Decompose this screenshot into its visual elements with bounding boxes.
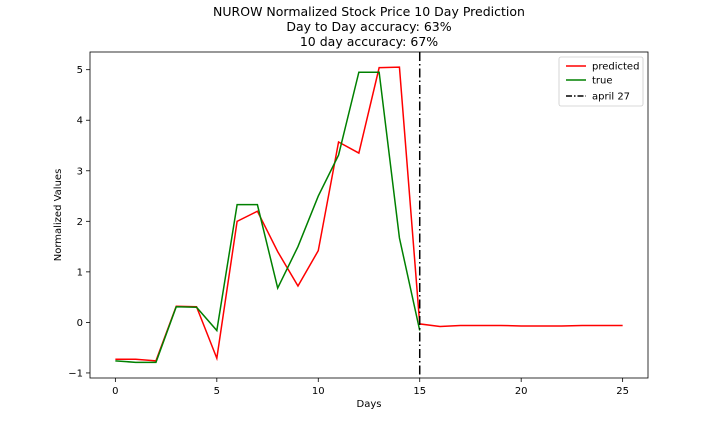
y-tick-label-1: 1 [77,267,83,278]
y-tick-label-0: 0 [77,318,83,329]
series-layer [115,66,623,364]
legend: predicted true april 27 [558,56,644,107]
y-tick-label-4: 4 [77,116,83,127]
chart-title-line-1: NUROW Normalized Stock Price 10 Day Pred… [213,4,525,19]
y-axis-label: Normalized Values [53,169,64,262]
x-axis-label: Days [357,399,382,410]
x-tick-label-25: 25 [616,386,629,397]
x-tick-label-5: 5 [214,386,220,397]
series-line-true [115,71,421,364]
y-tick-label-2: 2 [77,217,83,228]
x-axis-ticks: 0 5 10 15 20 25 [112,378,629,397]
chart-title-line-2: Day to Day accuracy: 63% [286,19,451,34]
plot-area [90,52,648,378]
x-tick-label-10: 10 [312,386,325,397]
legend-label-april-27: april 27 [592,92,630,103]
chart-title-line-3: 10 day accuracy: 67% [300,34,438,49]
y-tick-label-5: 5 [77,65,83,76]
y-tick-label-3: 3 [77,166,83,177]
y-tick-label--1: −1 [68,368,83,379]
x-tick-label-15: 15 [413,386,426,397]
legend-label-predicted: predicted [592,62,639,73]
y-axis-ticks: −1 0 1 2 3 4 5 [68,65,90,379]
x-tick-label-20: 20 [515,386,528,397]
series-line-predicted [115,66,623,362]
legend-box [558,56,644,107]
x-tick-label-0: 0 [112,386,118,397]
plot-frame [89,51,649,379]
legend-label-true: true [592,76,613,87]
